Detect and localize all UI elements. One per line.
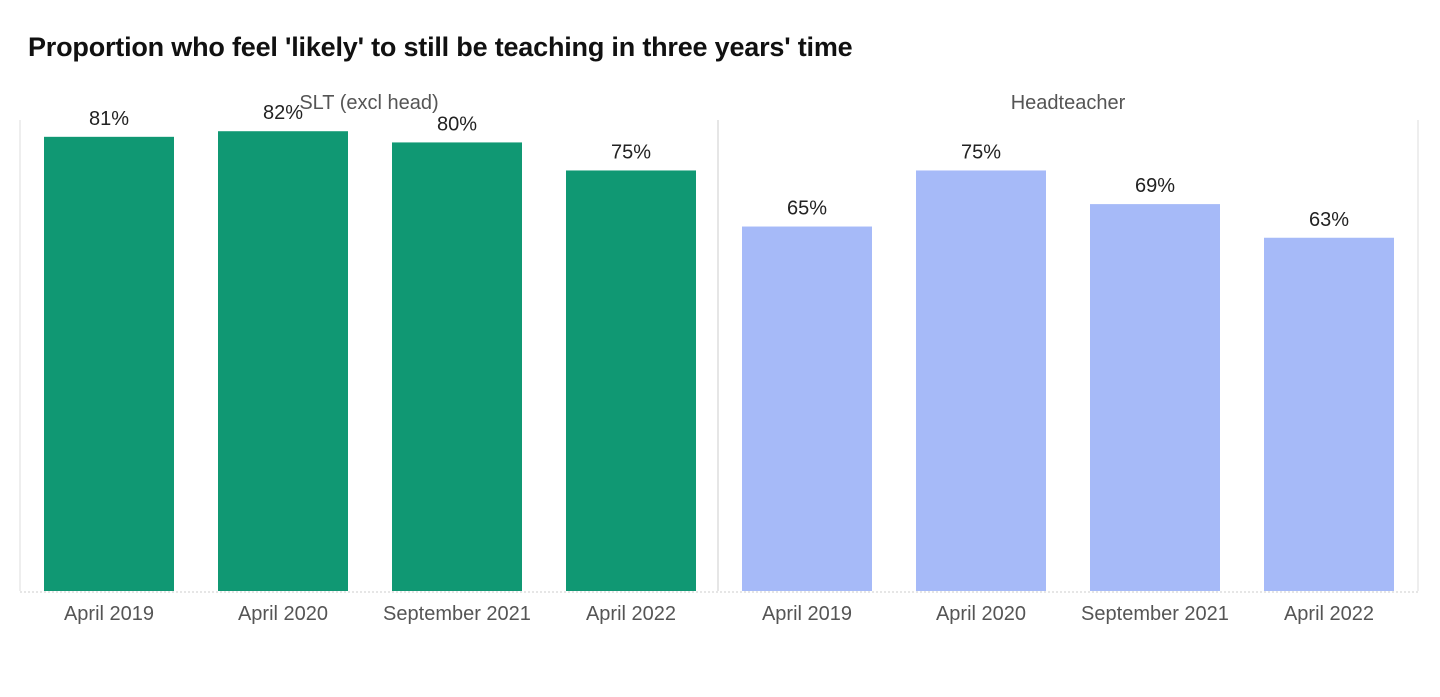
bar-value-label: 75% (611, 141, 651, 163)
bar (916, 170, 1046, 591)
bar (566, 170, 696, 591)
bar-value-label: 82% (263, 102, 303, 124)
x-tick-label: April 2020 (238, 603, 328, 625)
bar (44, 136, 174, 592)
bar-value-label: 81% (89, 108, 129, 130)
x-tick-label: September 2021 (383, 603, 531, 625)
bar (742, 226, 872, 592)
bar-value-label: 65% (787, 198, 827, 220)
bar-value-label: 69% (1135, 175, 1175, 197)
bar (218, 131, 348, 591)
bar-value-label: 75% (961, 141, 1001, 163)
x-tick-label: April 2019 (762, 603, 852, 625)
x-tick-label: April 2020 (936, 603, 1026, 625)
chart-title: Proportion who feel 'likely' to still be… (28, 32, 853, 62)
bar (392, 142, 522, 591)
panel-title: SLT (excl head) (299, 92, 438, 114)
bar (1090, 204, 1220, 591)
x-tick-label: September 2021 (1081, 603, 1229, 625)
bar-value-label: 80% (437, 113, 477, 135)
bar-value-label: 63% (1309, 209, 1349, 231)
x-tick-label: April 2022 (1284, 603, 1374, 625)
bar (1264, 237, 1394, 591)
x-tick-label: April 2022 (586, 603, 676, 625)
panel-title: Headteacher (1011, 92, 1126, 114)
x-tick-label: April 2019 (64, 603, 154, 625)
